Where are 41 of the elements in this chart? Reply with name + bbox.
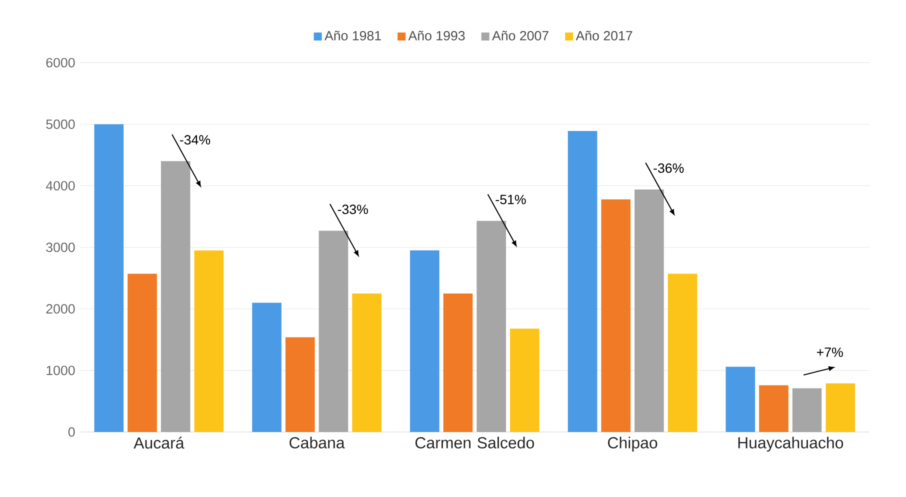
legend-label: Año 2017: [576, 30, 632, 40]
bar: [128, 274, 157, 432]
legend-label: Año 1993: [408, 30, 465, 40]
legend-label: Año 1981: [324, 30, 381, 40]
legend-label: Año 2007: [492, 30, 548, 40]
x-tick-label: Carmen Salcedo: [415, 436, 534, 448]
annotation: -34%: [180, 135, 210, 145]
annotation: -36%: [654, 163, 684, 173]
annotation: -33%: [338, 204, 368, 214]
bar: [160, 161, 190, 432]
x-tick-label: Cabana: [290, 436, 345, 448]
bar: [443, 294, 473, 432]
bar: [826, 383, 856, 432]
bar: [476, 220, 506, 432]
annotation: -51%: [496, 194, 526, 204]
bar: [726, 366, 756, 432]
x-tick-label: Chipao: [608, 436, 658, 452]
bar: [568, 131, 598, 432]
y-tick-label: 6000: [46, 58, 75, 68]
bar: [352, 294, 382, 432]
bar: [194, 250, 224, 432]
bar: [792, 388, 822, 432]
y-tick-label: 4000: [46, 181, 75, 190]
x-tick-label: Aucará: [134, 436, 184, 449]
bar: [94, 124, 124, 432]
bar: [668, 274, 698, 432]
x-tick-label: Huaycahuacho: [738, 436, 844, 452]
y-tick-label: 2000: [46, 304, 75, 314]
bar: [601, 199, 631, 432]
bar: [410, 250, 440, 432]
annotation: +7%: [816, 348, 843, 357]
y-tick-label: 1000: [46, 366, 75, 376]
y-tick-label: 5000: [46, 120, 75, 129]
bar: [634, 189, 664, 432]
y-tick-label: 3000: [46, 242, 75, 252]
y-tick-label: 0: [68, 427, 75, 437]
bar: [252, 302, 282, 432]
bar: [510, 328, 540, 432]
bar: [285, 337, 315, 432]
bar: [318, 230, 348, 432]
bar: [759, 385, 788, 432]
